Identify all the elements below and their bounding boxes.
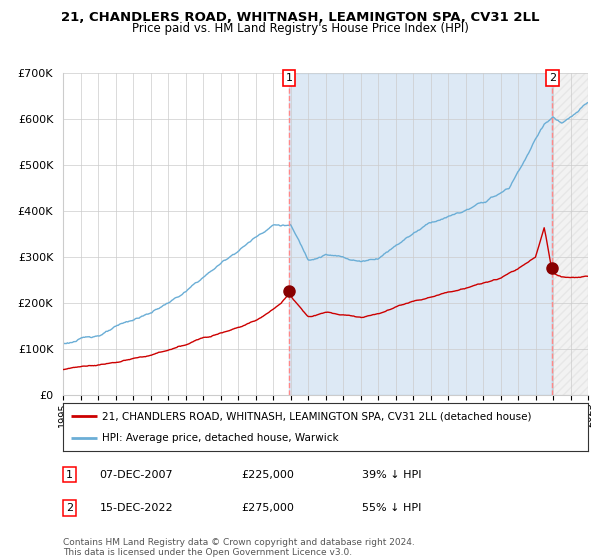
- Bar: [289, 73, 552, 395]
- Text: This data is licensed under the Open Government Licence v3.0.: This data is licensed under the Open Gov…: [63, 548, 352, 557]
- Text: 2: 2: [66, 503, 73, 513]
- Text: HPI: Average price, detached house, Warwick: HPI: Average price, detached house, Warw…: [103, 433, 339, 443]
- Text: 2: 2: [549, 73, 556, 83]
- Text: Price paid vs. HM Land Registry's House Price Index (HPI): Price paid vs. HM Land Registry's House …: [131, 22, 469, 35]
- Text: 55% ↓ HPI: 55% ↓ HPI: [362, 503, 422, 513]
- Text: Contains HM Land Registry data © Crown copyright and database right 2024.: Contains HM Land Registry data © Crown c…: [63, 538, 415, 547]
- Text: 1: 1: [66, 470, 73, 479]
- Bar: [553, 73, 588, 395]
- Text: 21, CHANDLERS ROAD, WHITNASH, LEAMINGTON SPA, CV31 2LL: 21, CHANDLERS ROAD, WHITNASH, LEAMINGTON…: [61, 11, 539, 24]
- Text: 1: 1: [286, 73, 293, 83]
- Text: £275,000: £275,000: [241, 503, 295, 513]
- Text: 39% ↓ HPI: 39% ↓ HPI: [362, 470, 422, 479]
- Text: 21, CHANDLERS ROAD, WHITNASH, LEAMINGTON SPA, CV31 2LL (detached house): 21, CHANDLERS ROAD, WHITNASH, LEAMINGTON…: [103, 411, 532, 421]
- Text: 07-DEC-2007: 07-DEC-2007: [100, 470, 173, 479]
- Text: £225,000: £225,000: [241, 470, 295, 479]
- Text: 15-DEC-2022: 15-DEC-2022: [100, 503, 173, 513]
